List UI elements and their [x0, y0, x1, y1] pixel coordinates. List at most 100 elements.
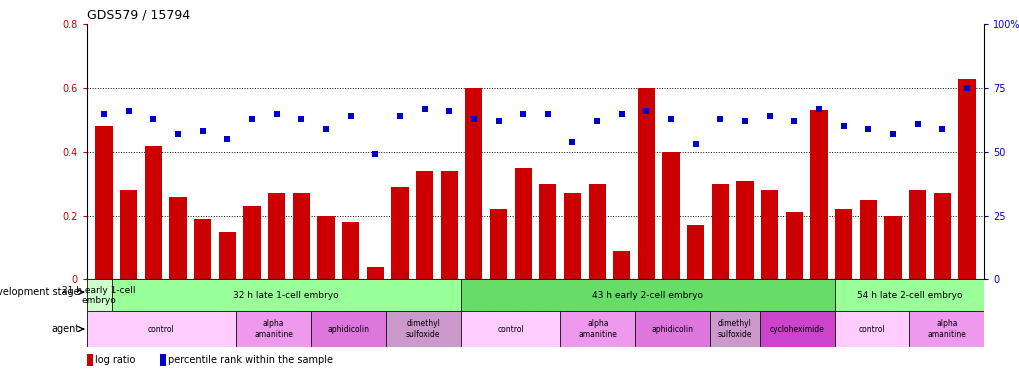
Text: development stage: development stage — [0, 287, 79, 297]
Point — [588, 118, 604, 124]
Point — [736, 118, 752, 124]
Text: alpha
amanitine: alpha amanitine — [926, 320, 965, 339]
Point — [96, 111, 112, 117]
Point — [342, 113, 359, 119]
Bar — [391, 187, 408, 279]
Text: dimethyl
sulfoxide: dimethyl sulfoxide — [406, 320, 440, 339]
Text: 21 h early 1-cell
embryо: 21 h early 1-cell embryо — [62, 286, 136, 305]
Text: cycloheximide: cycloheximide — [769, 324, 824, 334]
Point — [786, 118, 802, 124]
Bar — [612, 251, 630, 279]
Bar — [244, 206, 260, 279]
Bar — [662, 152, 679, 279]
Point — [933, 126, 950, 132]
Text: agent: agent — [52, 324, 79, 334]
Bar — [559, 311, 635, 347]
Point — [391, 113, 408, 119]
Bar — [160, 354, 166, 366]
Bar — [87, 311, 236, 347]
Bar — [760, 190, 777, 279]
Bar — [385, 311, 461, 347]
Bar — [958, 79, 975, 279]
Bar — [95, 126, 112, 279]
Bar — [366, 267, 383, 279]
Bar — [810, 110, 826, 279]
Bar — [909, 311, 983, 347]
Text: alpha
amanitine: alpha amanitine — [578, 320, 616, 339]
Point — [884, 131, 901, 137]
Point — [687, 141, 703, 147]
Bar — [834, 279, 983, 311]
Bar — [687, 225, 704, 279]
Point — [909, 121, 925, 127]
Bar — [465, 88, 482, 279]
Bar — [835, 209, 852, 279]
Text: 32 h late 1-cell embryo: 32 h late 1-cell embryo — [233, 291, 338, 300]
Point — [662, 116, 679, 122]
Text: aphidicolin: aphidicolin — [651, 324, 693, 334]
Bar — [637, 88, 654, 279]
Bar — [87, 279, 111, 311]
Point — [145, 116, 161, 122]
Bar — [311, 311, 385, 347]
Point — [613, 111, 630, 117]
Bar — [834, 311, 909, 347]
Text: control: control — [858, 324, 884, 334]
Bar — [883, 216, 901, 279]
Bar — [236, 311, 311, 347]
Bar — [539, 184, 556, 279]
Point — [416, 105, 432, 111]
Text: control: control — [148, 324, 174, 334]
Text: control: control — [496, 324, 524, 334]
Bar — [111, 279, 461, 311]
Point — [564, 139, 580, 145]
Bar — [932, 194, 950, 279]
Bar — [461, 311, 559, 347]
Point — [292, 116, 309, 122]
Bar — [292, 194, 310, 279]
Bar — [87, 354, 94, 366]
Point — [761, 113, 777, 119]
Point — [515, 111, 531, 117]
Point — [367, 152, 383, 157]
Point — [169, 131, 185, 137]
Bar — [588, 184, 605, 279]
Bar — [908, 190, 925, 279]
Text: 43 h early 2-cell embryo: 43 h early 2-cell embryo — [592, 291, 702, 300]
Text: aphidicolin: aphidicolin — [327, 324, 369, 334]
Bar — [461, 279, 834, 311]
Point — [195, 129, 211, 135]
Point — [835, 123, 851, 129]
Bar — [711, 184, 729, 279]
Point — [219, 136, 235, 142]
Point — [120, 108, 137, 114]
Bar — [416, 171, 433, 279]
Bar — [317, 216, 334, 279]
Text: alpha
amanitine: alpha amanitine — [254, 320, 292, 339]
Point — [268, 111, 284, 117]
Bar — [736, 181, 753, 279]
Bar — [341, 222, 359, 279]
Bar — [194, 219, 211, 279]
Bar — [268, 194, 285, 279]
Bar — [120, 190, 138, 279]
Point — [466, 116, 482, 122]
Point — [859, 126, 875, 132]
Point — [318, 126, 334, 132]
Text: log ratio: log ratio — [95, 355, 136, 365]
Point — [638, 108, 654, 114]
Bar — [169, 196, 186, 279]
Bar — [440, 171, 458, 279]
Point — [440, 108, 457, 114]
Point — [958, 85, 974, 91]
Bar — [635, 311, 709, 347]
Point — [244, 116, 260, 122]
Bar — [759, 311, 834, 347]
Bar — [218, 231, 235, 279]
Point — [810, 105, 826, 111]
Bar — [785, 212, 802, 279]
Bar — [709, 311, 759, 347]
Bar — [489, 209, 506, 279]
Point — [490, 118, 506, 124]
Text: percentile rank within the sample: percentile rank within the sample — [168, 355, 333, 365]
